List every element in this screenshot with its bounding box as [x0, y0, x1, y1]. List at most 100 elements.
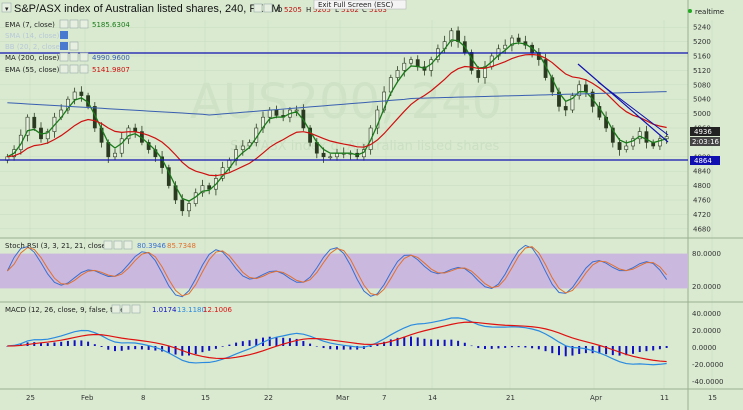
candle-body: [644, 131, 649, 143]
macd-hist-bar: [167, 346, 170, 353]
trend-line[interactable]: [577, 63, 669, 143]
macd-hist-bar: [356, 346, 359, 350]
macd-hist-bar: [100, 346, 103, 347]
ema7-hide-button[interactable]: [69, 19, 79, 29]
macd-hist-bar: [73, 340, 76, 346]
hidden-indicator-1-button[interactable]: [60, 31, 68, 39]
macd-hist-bar: [134, 346, 137, 350]
stoch-axis-20: 20.0000: [692, 283, 721, 291]
ema7-remove-button[interactable]: [79, 19, 89, 29]
ema55-settings-button[interactable]: [59, 64, 69, 74]
time-axis[interactable]: 25 Feb 8 15 22 Mar 7 14 21 Apr 11 15: [26, 394, 717, 402]
macd-hist-bar: [60, 341, 63, 346]
price-tick-label: 5200: [693, 38, 711, 46]
macd-hist-bar: [632, 346, 634, 354]
time-tick-label: 14: [428, 394, 437, 402]
stoch-settings-button[interactable]: [103, 240, 113, 250]
stoch-remove-button[interactable]: [123, 240, 133, 250]
stoch-axis-80: 80.0000: [692, 250, 721, 258]
realtime-label: realtime: [695, 8, 724, 16]
candle-body: [402, 62, 407, 71]
macd-axis-0: 0.0000: [692, 344, 717, 352]
level-badge: [690, 156, 720, 165]
symbol-toggle-button[interactable]: [1, 2, 12, 13]
macd-hist-bar: [282, 337, 285, 346]
macd-hist-bar: [537, 346, 540, 350]
high-label: H: [306, 6, 311, 14]
candle-body: [308, 127, 312, 143]
candle-body: [220, 167, 225, 179]
exit-fullscreen-button[interactable]: [313, 0, 407, 10]
macd-signal-line: [7, 321, 667, 363]
price-tick-label: 4840: [693, 168, 711, 176]
macd-hist-bar: [6, 346, 9, 347]
time-tick-label: 25: [26, 394, 35, 402]
candle-body: [240, 145, 245, 150]
ma200-settings-button[interactable]: [59, 52, 69, 62]
macd-hist-bar: [214, 346, 217, 349]
ma200-remove-button[interactable]: [79, 52, 89, 62]
candle-body: [274, 109, 279, 116]
ema55-label[interactable]: EMA (55, close): [5, 66, 60, 74]
macd-hist-bar: [349, 346, 352, 350]
macd-hist-bar: [652, 346, 655, 351]
macd-hist-bar: [336, 346, 338, 350]
macd-hist-bar: [302, 341, 305, 346]
ema55-hide-button[interactable]: [69, 64, 79, 74]
candle-body: [25, 116, 30, 136]
time-tick-label: 11: [660, 394, 669, 402]
ema7-settings-button[interactable]: [59, 19, 69, 29]
macd-hist-bar: [410, 336, 412, 346]
candle-body: [516, 37, 521, 42]
hidden-indicator-2-settings-button[interactable]: [69, 41, 79, 51]
macd-hist-bar: [517, 346, 520, 348]
candle-body: [72, 91, 77, 100]
macd-remove-button[interactable]: [131, 304, 141, 314]
macd-hist-bar: [114, 346, 116, 352]
ema55-remove-button[interactable]: [79, 64, 89, 74]
macd-hist-bar: [591, 346, 594, 354]
stoch-label[interactable]: Stoch RSI (3, 3, 21, 21, close): [5, 242, 109, 250]
macd-hist-bar: [524, 346, 527, 348]
ma200-label[interactable]: MA (200, close): [5, 54, 60, 62]
price-tick-label: 5160: [693, 53, 711, 61]
candle-body: [409, 59, 413, 64]
macd-hist-bar: [208, 346, 211, 351]
ma200-hide-button[interactable]: [69, 52, 79, 62]
price-tick-label: 5240: [693, 24, 711, 32]
macd-hist-bar: [658, 346, 661, 350]
macd-hist-bar: [295, 338, 298, 346]
time-tick-label: 15: [708, 394, 717, 402]
stoch-hide-button[interactable]: [113, 240, 123, 250]
price-tick-label: 4680: [693, 225, 711, 233]
trend-line-inner[interactable]: [597, 81, 669, 136]
candle-body: [476, 70, 481, 78]
candle-body: [637, 131, 642, 140]
candle-body: [267, 109, 272, 118]
macd-label[interactable]: MACD (12, 26, close, 9, false, true): [5, 306, 128, 314]
macd-hist-bar: [174, 346, 177, 355]
current-price-badge: [690, 127, 720, 136]
ema7-line: [7, 39, 667, 202]
macd-hist-bar: [605, 346, 608, 355]
macd-hist-bar: [275, 336, 278, 346]
macd-settings-button[interactable]: [111, 304, 121, 314]
macd-hist-bar: [376, 344, 379, 346]
time-tick-label: 21: [506, 394, 515, 402]
macd-hist-bar: [154, 346, 157, 351]
candle-body: [180, 199, 185, 212]
macd-hist-bar: [369, 346, 372, 347]
ema7-label[interactable]: EMA (7, close): [5, 21, 55, 29]
time-tick-label: 15: [201, 394, 210, 402]
hidden-indicator-2-label[interactable]: BB (20, 2, close): [5, 43, 63, 51]
macd-hist-bar: [389, 339, 392, 346]
macd-hist-bar: [551, 346, 554, 354]
candle-body: [321, 152, 326, 158]
hidden-indicator-2-button[interactable]: [60, 42, 68, 50]
macd-hist-bar: [665, 346, 668, 348]
macd-hide-button[interactable]: [121, 304, 131, 314]
hidden-indicator-1-label[interactable]: SMA (14, close): [5, 32, 60, 40]
visibility-button[interactable]: [263, 3, 273, 13]
settings-button[interactable]: [253, 3, 263, 13]
